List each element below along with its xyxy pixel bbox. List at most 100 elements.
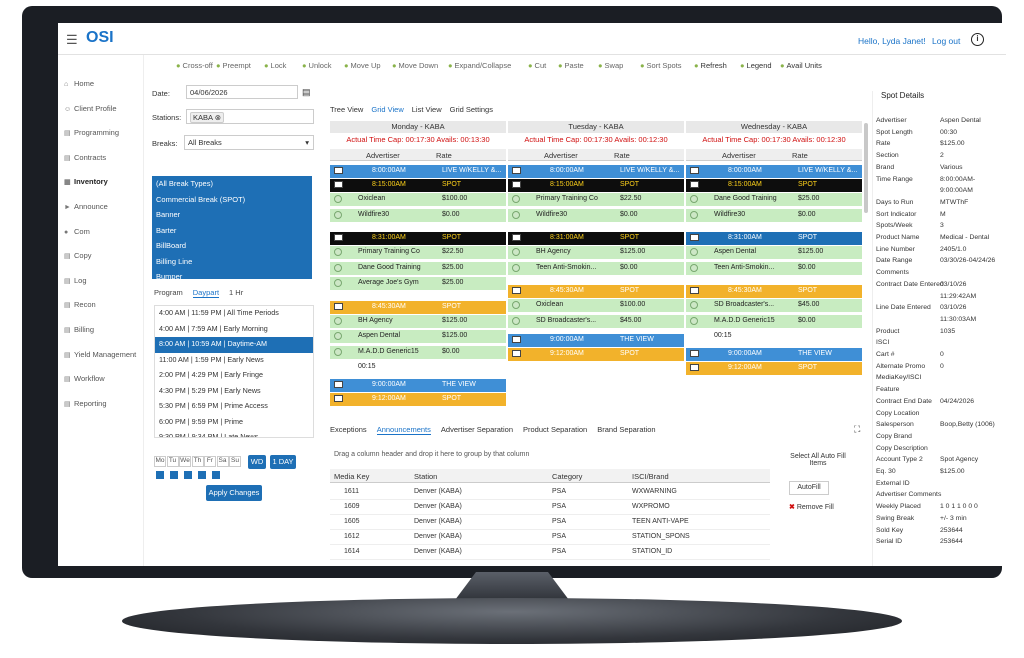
spot-row[interactable]: Dane Good Training $25.00 bbox=[330, 261, 506, 275]
sidebar-item-inventory[interactable]: ▦ Inventory bbox=[64, 177, 108, 189]
hamburger-menu-icon[interactable]: ☰ bbox=[66, 32, 78, 47]
sidebar-item-billing[interactable]: ▤ Billing bbox=[64, 325, 94, 337]
tab-grid-view[interactable]: Grid View bbox=[371, 105, 404, 114]
apply-changes-button[interactable]: Apply Changes bbox=[206, 485, 262, 501]
break-row[interactable]: 8:15:00AM SPOT bbox=[508, 179, 684, 192]
table-row[interactable]: 1612 Denver (KABA) PSA STATION_SPONS bbox=[330, 530, 770, 545]
lock-button[interactable]: ● Lock bbox=[264, 61, 286, 70]
spot-row[interactable]: Dane Good Training $25.00 bbox=[686, 193, 862, 206]
wd-button[interactable]: WD bbox=[248, 455, 266, 469]
table-row[interactable]: 1614 Denver (KABA) PSA STATION_ID bbox=[330, 545, 770, 560]
weekday-fr[interactable]: Fr bbox=[204, 456, 216, 467]
spot-row[interactable]: Teen Anti-Smokin... $0.00 bbox=[686, 261, 862, 275]
tab-advertiser-separation[interactable]: Advertiser Separation bbox=[440, 425, 514, 434]
rate-column-header[interactable]: Rate bbox=[614, 151, 630, 160]
spot-row[interactable]: SD Broadcaster's... $45.00 bbox=[686, 299, 862, 312]
one-day-button[interactable]: 1 DAY bbox=[270, 455, 296, 469]
sidebar-item-home[interactable]: ⌂ Home bbox=[64, 79, 94, 91]
daypart-item[interactable]: 4:00 AM | 7:59 AM | Early Morning bbox=[159, 323, 268, 333]
table-row[interactable]: 1605 Denver (KABA) PSA TEEN ANTI-VAPE bbox=[330, 515, 770, 530]
break-type-item[interactable]: BillBoard bbox=[156, 241, 187, 250]
weekday-checkbox[interactable] bbox=[184, 471, 192, 479]
break-row[interactable]: 8:15:00AM SPOT bbox=[686, 179, 862, 192]
spot-row[interactable]: Wildfire30 $0.00 bbox=[330, 208, 506, 222]
spot-row[interactable]: BH Agency $125.00 bbox=[330, 314, 506, 328]
remove-fill-button[interactable]: ✖ Remove Fill bbox=[789, 503, 834, 511]
spot-row[interactable]: Teen Anti-Smokin... $0.00 bbox=[508, 261, 684, 275]
media-column-header[interactable]: Media Key bbox=[334, 472, 370, 481]
break-row[interactable]: 9:12:00AM SPOT bbox=[686, 362, 862, 375]
break-row[interactable]: 8:15:00AM SPOT bbox=[330, 179, 506, 192]
break-row[interactable]: 8:31:00AM SPOT bbox=[330, 232, 506, 245]
sidebar-item-programming[interactable]: ▤ Programming bbox=[64, 128, 119, 140]
sidebar-item-log[interactable]: ▤ Log bbox=[64, 276, 87, 288]
daypart-item[interactable]: 9:30 PM | 9:34 PM | Late News bbox=[159, 432, 259, 438]
remove-chip-icon[interactable]: ⊗ bbox=[214, 113, 221, 122]
weekday-checkbox[interactable] bbox=[212, 471, 220, 479]
move-up-button[interactable]: ● Move Up bbox=[344, 61, 381, 70]
weekday-checkbox[interactable] bbox=[170, 471, 178, 479]
spot-row[interactable]: M.A.D.D Generic15 $0.00 bbox=[330, 345, 506, 359]
expand-collapse-button[interactable]: ● Expand/Collapse bbox=[448, 61, 511, 70]
sidebar-item-com[interactable]: ● Com bbox=[64, 227, 90, 239]
break-type-list[interactable]: (All Break Types) Commercial Break (SPOT)… bbox=[152, 176, 312, 279]
break-row[interactable]: 8:45:30AM SPOT bbox=[686, 285, 862, 298]
expand-icon[interactable]: ⛶ bbox=[854, 424, 861, 434]
break-row[interactable]: 8:45:30AM SPOT bbox=[508, 285, 684, 298]
break-type-item[interactable]: Banner bbox=[156, 210, 181, 219]
sidebar-item-announce[interactable]: ► Announce bbox=[64, 202, 108, 214]
calendar-icon[interactable]: ▤ bbox=[302, 87, 311, 97]
spot-row[interactable]: Primary Training Co $22.50 bbox=[508, 193, 684, 206]
remaining-time-row[interactable]: 00:15 bbox=[686, 330, 862, 343]
move-down-button[interactable]: ● Move Down bbox=[392, 61, 438, 70]
subtab-daypart[interactable]: Daypart bbox=[192, 288, 220, 298]
break-row[interactable]: 8:31:00AM SPOT bbox=[508, 232, 684, 245]
daypart-item[interactable]: 2:00 PM | 4:29 PM | Early Fringe bbox=[159, 370, 264, 379]
breaks-select[interactable]: All Breaks ▾ bbox=[184, 135, 314, 150]
spot-row[interactable]: Aspen Dental $125.00 bbox=[330, 330, 506, 343]
legend-button[interactable]: ● Legend bbox=[740, 61, 772, 70]
spot-row[interactable]: BH Agency $125.00 bbox=[508, 246, 684, 259]
daypart-item[interactable]: 11:00 AM | 1:59 PM | Early News bbox=[159, 354, 264, 364]
unlock-button[interactable]: ● Unlock bbox=[302, 61, 331, 70]
break-row[interactable]: 9:00:00AM THE VIEW bbox=[508, 334, 684, 347]
spot-row[interactable]: Primary Training Co $22.50 bbox=[330, 246, 506, 259]
sidebar-item-contracts[interactable]: ▤ Contracts bbox=[64, 153, 106, 165]
break-type-item[interactable]: Commercial Break (SPOT) bbox=[156, 194, 246, 204]
weekday-tu[interactable]: Tu bbox=[166, 456, 179, 467]
spot-row[interactable]: Wildfire30 $0.00 bbox=[686, 208, 862, 222]
break-row[interactable]: 8:31:00AM SPOT bbox=[686, 232, 862, 245]
break-type-item[interactable]: (All Break Types) bbox=[156, 179, 213, 188]
spot-row[interactable]: Oxiclean $100.00 bbox=[508, 299, 684, 312]
break-row[interactable]: 9:00:00AM THE VIEW bbox=[330, 379, 506, 392]
sidebar-item-copy[interactable]: ▤ Copy bbox=[64, 251, 92, 263]
break-row[interactable]: 8:00:00AM LIVE W/KELLY &... bbox=[508, 165, 684, 178]
sidebar-item-workflow[interactable]: ▤ Workflow bbox=[64, 374, 105, 386]
spot-row[interactable]: Wildfire30 $0.00 bbox=[508, 208, 684, 222]
tab-list-view[interactable]: List View bbox=[411, 105, 442, 114]
paste-button[interactable]: ● Paste bbox=[558, 61, 584, 70]
weekday-su[interactable]: Su bbox=[229, 456, 241, 467]
spot-row[interactable]: SD Broadcaster's... $45.00 bbox=[508, 314, 684, 328]
tab-grid-settings[interactable]: Grid Settings bbox=[449, 105, 493, 114]
select-all-auto-fill-label[interactable]: Select All Auto Fill Items bbox=[790, 453, 846, 467]
preempt-button[interactable]: ● Preempt bbox=[216, 61, 251, 70]
spot-row[interactable]: Aspen Dental $125.00 bbox=[686, 246, 862, 259]
daypart-item[interactable]: 5:30 PM | 6:59 PM | Prime Access bbox=[159, 401, 268, 410]
tab-exceptions[interactable]: Exceptions bbox=[330, 425, 367, 434]
table-row[interactable]: 1609 Denver (KABA) PSA WXPROMO bbox=[330, 500, 770, 515]
swap-button[interactable]: ● Swap bbox=[598, 61, 623, 70]
break-row[interactable]: 9:00:00AM THE VIEW bbox=[686, 348, 862, 361]
tab-brand-separation[interactable]: Brand Separation bbox=[597, 425, 656, 434]
advertiser-column-header[interactable]: Advertiser bbox=[544, 151, 578, 160]
advertiser-column-header[interactable]: Advertiser bbox=[722, 151, 756, 160]
media-column-header[interactable]: Station bbox=[414, 472, 438, 481]
weekday-th[interactable]: Th bbox=[191, 456, 204, 467]
daypart-list[interactable]: 4:00 AM | 11:59 PM | All Time Periods 4:0… bbox=[154, 305, 314, 438]
info-icon[interactable]: i bbox=[971, 33, 984, 46]
date-input[interactable]: 04/06/2026 bbox=[186, 85, 298, 99]
daypart-item[interactable]: 8:00 AM | 10:59 AM | Daytime-AM bbox=[155, 337, 313, 353]
spot-row[interactable]: Oxiclean $100.00 bbox=[330, 193, 506, 206]
cut-button[interactable]: ● Cut bbox=[528, 61, 546, 70]
subtab-1-hr[interactable]: 1 Hr bbox=[229, 288, 244, 297]
